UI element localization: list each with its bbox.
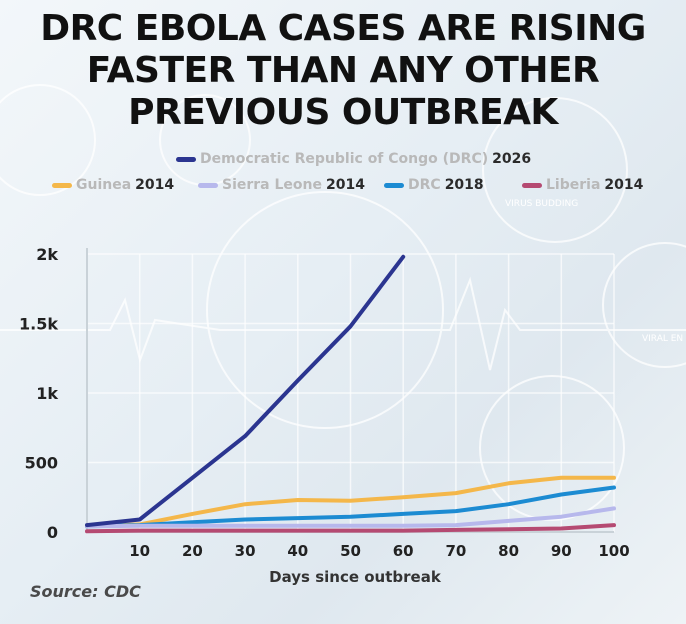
y-tick-label: 0 (47, 523, 58, 542)
series-line-guinea-2014 (85, 475, 616, 529)
y-tick-label: 2k (36, 245, 58, 264)
legend-year: 2014 (604, 177, 644, 193)
background-heartbeat-line (0, 276, 686, 371)
legend-item-liberia-2014: Liberia 2014 (522, 177, 643, 193)
y-tick-label: 1k (36, 384, 58, 403)
legend-swatch-sierra-leone-2014 (198, 182, 218, 188)
x-tick-label: 70 (445, 542, 466, 560)
series-line-drc-2018 (85, 485, 616, 529)
y-tick-label: 500 (25, 454, 58, 473)
headline-line-2: FASTER THAN ANY OTHER (86, 50, 600, 91)
headline-line-1: DRC EBOLA CASES ARE RISING (40, 8, 646, 49)
series-layer (85, 254, 616, 534)
legend-item-sierra-leone-2014: Sierra Leone 2014 (198, 177, 365, 193)
x-axis-label: Days since outbreak (269, 568, 442, 586)
x-tick-label: 60 (393, 542, 414, 560)
x-tick-label: 20 (182, 542, 203, 560)
x-tick-label: 40 (287, 542, 308, 560)
series-line-sierra-leone-2014 (85, 506, 616, 529)
background-circle-far-right (602, 242, 686, 368)
x-tick-label: 10 (129, 542, 150, 560)
y-tick-label: 1.5k (19, 315, 58, 334)
x-tick-label: 30 (235, 542, 256, 560)
grid-layer (87, 253, 615, 533)
legend-label: Liberia (546, 177, 601, 193)
legend-year: 2014 (135, 177, 175, 193)
legend-item-drc-2026: Democratic Republic of Congo (DRC) 2026 (176, 151, 531, 167)
background-label-viral-entry: VIRAL EN (642, 334, 683, 344)
legend-swatch-drc-2026 (176, 156, 196, 162)
legend-year: 2014 (326, 177, 365, 193)
legend-year: 2018 (444, 177, 484, 193)
legend-swatch-guinea-2014 (52, 182, 72, 188)
legend-item-drc-2018: DRC 2018 (384, 177, 484, 193)
background-circle-left (0, 84, 96, 196)
x-tick-label: 50 (340, 542, 361, 560)
legend-swatch-drc-2018 (384, 182, 404, 188)
background-circle-bottom-right (479, 375, 625, 521)
series-line-democratic-republic-of-congo-drc-2026 (85, 254, 406, 528)
headline: DRC EBOLA CASES ARE RISING FASTER THAN A… (0, 8, 686, 134)
source-credit: Source: CDC (30, 582, 141, 601)
legend-swatch-liberia-2014 (522, 182, 542, 188)
legend-label: Guinea (76, 177, 132, 193)
legend-label: Sierra Leone (222, 177, 323, 193)
background-label-virus-budding: VIRUS BUDDING (505, 199, 578, 209)
line-chart: 10 20 30 40 50 60 70 80 90 100 0 500 1k 1.5k 2k Days s… (19, 245, 630, 586)
background-circle-right (482, 97, 628, 243)
x-tick-label: 90 (551, 542, 572, 560)
x-tick-label: 100 (598, 542, 629, 560)
tick-label-layer: 10 20 30 40 50 60 70 80 90 100 0 500 1k 1.5k 2k (19, 245, 630, 560)
x-tick-label: 80 (498, 542, 519, 560)
background-circle-large (206, 191, 444, 429)
legend-year: 2026 (492, 151, 532, 167)
legend-row-2: Guinea 2014 Sierra Leone 2014 DRC 2018 L… (0, 177, 686, 199)
legend-label: Democratic Republic of Congo (DRC) (200, 151, 489, 167)
legend-label: DRC (408, 177, 441, 193)
legend-row-1: Democratic Republic of Congo (DRC) 2026 (0, 151, 686, 173)
series-line-liberia-2014 (85, 523, 616, 534)
legend-item-guinea-2014: Guinea 2014 (52, 177, 174, 193)
headline-line-3: PREVIOUS OUTBREAK (128, 92, 558, 133)
